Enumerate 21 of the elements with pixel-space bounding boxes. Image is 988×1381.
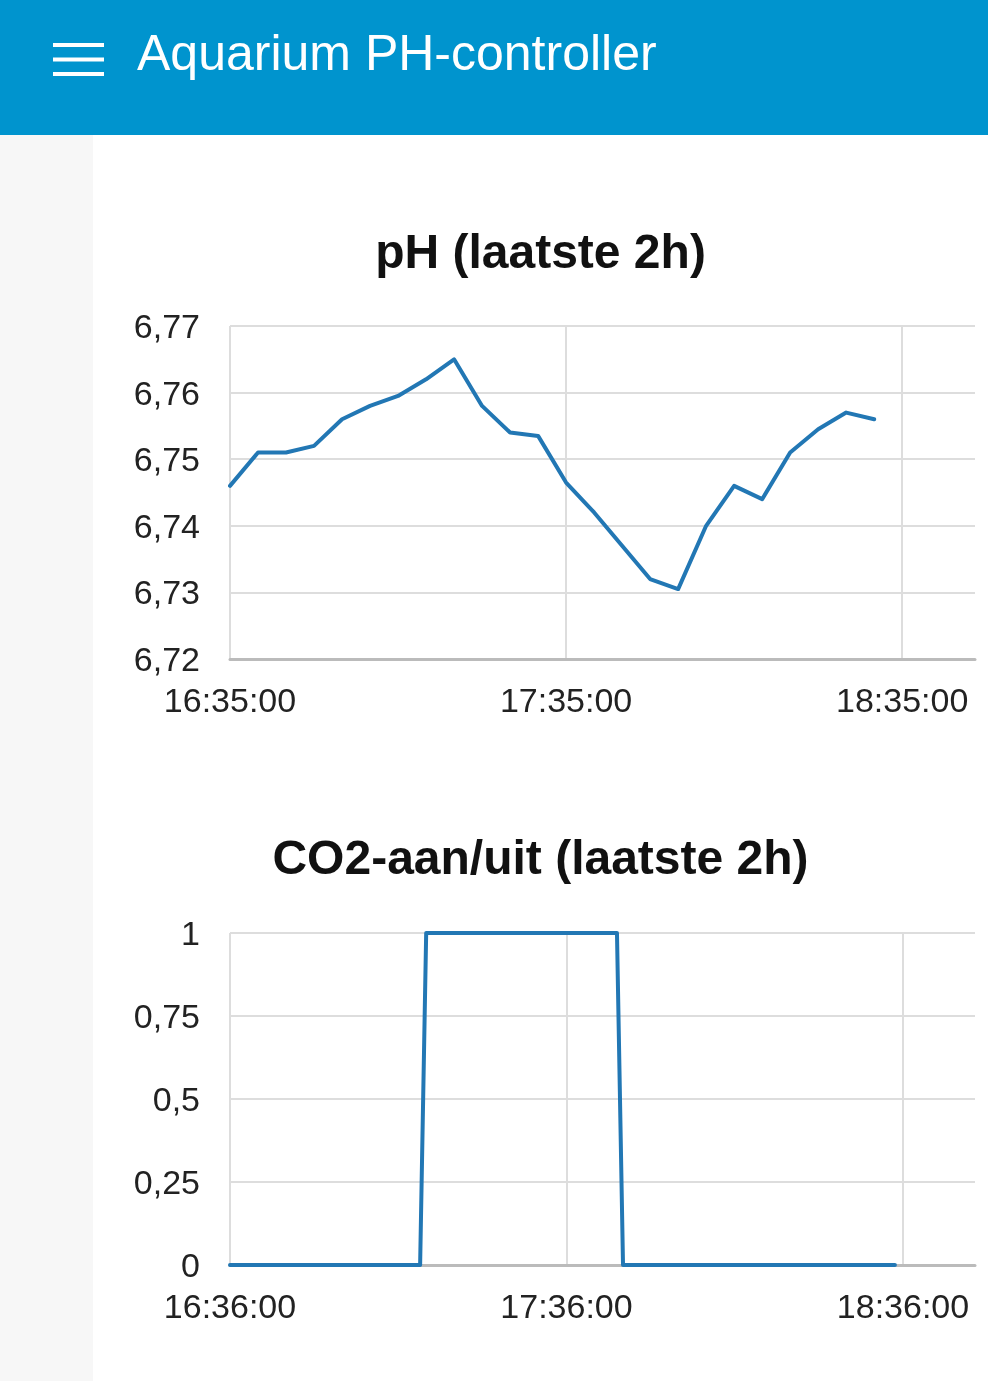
y-tick-label: 0 — [181, 1246, 200, 1284]
y-tick-label: 6,75 — [133, 440, 200, 479]
y-tick-label: 6,72 — [133, 640, 200, 678]
y-tick-label: 1 — [181, 914, 200, 952]
chart-title: pH (laatste 2h) — [375, 224, 706, 278]
y-tick-label: 0,5 — [152, 1080, 200, 1118]
x-tick-label: 16:36:00 — [163, 1287, 297, 1325]
x-tick-label: 16:35:00 — [163, 681, 297, 719]
y-tick-label: 6,74 — [133, 506, 200, 545]
y-tick-label: 6,76 — [133, 373, 200, 412]
y-tick-label: 0,25 — [133, 1163, 200, 1201]
x-tick-label: 17:36:00 — [500, 1287, 633, 1325]
text: Aquarium PH-controller — [137, 24, 657, 82]
chart-title: CO2-aan/uit (laatste 2h) — [272, 830, 809, 884]
x-tick-label: 18:35:00 — [835, 681, 969, 719]
y-tick-label: 6,77 — [133, 307, 200, 345]
y-tick-label: 6,73 — [133, 573, 200, 612]
y-tick-label: 0,75 — [133, 997, 200, 1035]
x-tick-label: 17:35:00 — [499, 681, 633, 719]
line-series — [228, 357, 877, 592]
x-tick-label: 18:36:00 — [836, 1287, 970, 1325]
